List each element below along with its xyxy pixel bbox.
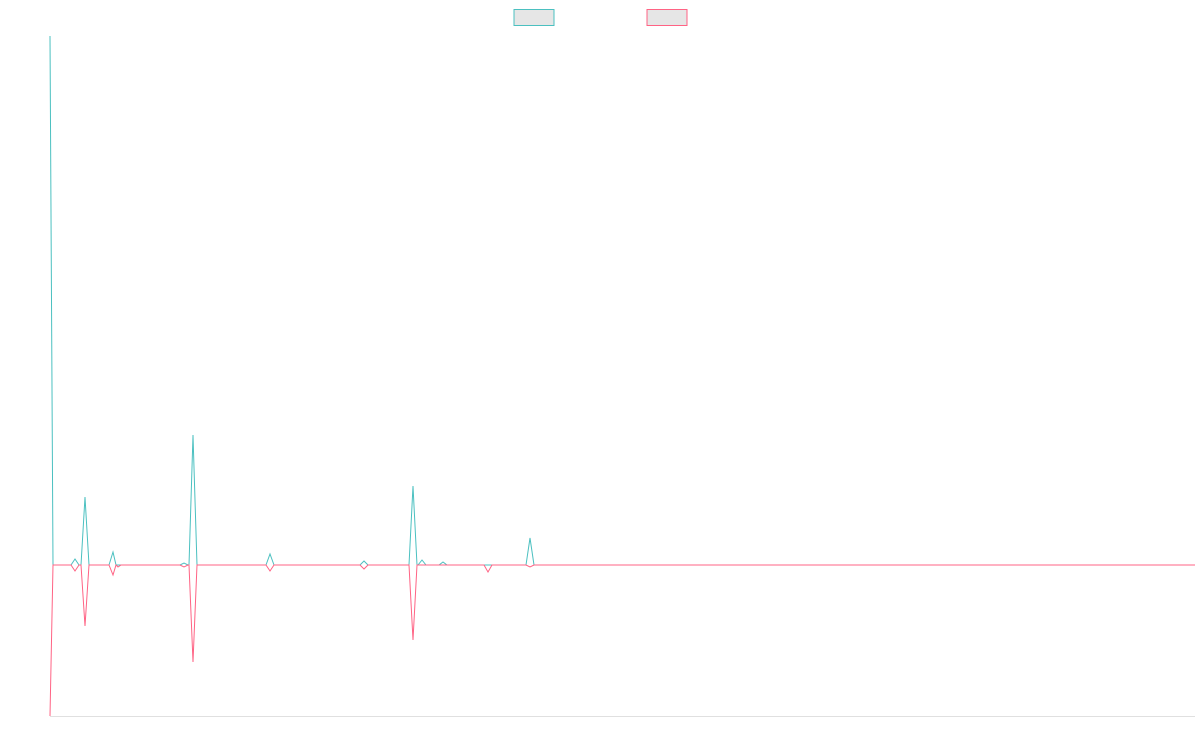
series-line <box>49 35 1195 566</box>
legend-swatch[interactable] <box>646 9 688 26</box>
legend-swatch[interactable] <box>513 9 555 26</box>
series-line <box>49 564 1195 717</box>
